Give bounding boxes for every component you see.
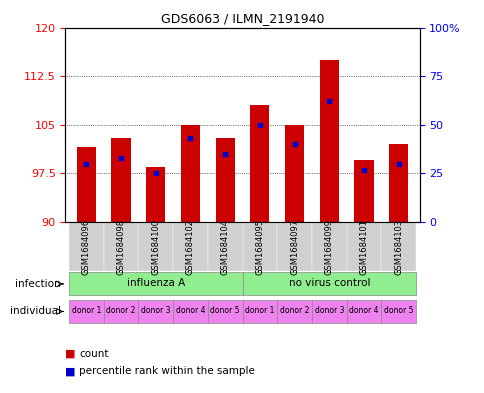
Text: GSM1684102: GSM1684102 [185, 219, 195, 275]
FancyBboxPatch shape [380, 300, 415, 323]
Text: GSM1684095: GSM1684095 [255, 219, 264, 275]
Text: GSM1684097: GSM1684097 [289, 219, 299, 275]
FancyBboxPatch shape [207, 300, 242, 323]
Text: GSM1684101: GSM1684101 [359, 219, 368, 275]
Text: GSM1684096: GSM1684096 [82, 222, 91, 278]
FancyBboxPatch shape [242, 300, 277, 323]
FancyBboxPatch shape [346, 222, 380, 271]
Text: GSM1684102: GSM1684102 [185, 222, 195, 278]
FancyBboxPatch shape [242, 272, 415, 296]
Bar [111, 138, 130, 222]
FancyBboxPatch shape [69, 222, 104, 271]
Text: percentile rank within the sample: percentile rank within the sample [79, 366, 255, 376]
Text: no virus control: no virus control [288, 278, 369, 288]
Text: GSM1684104: GSM1684104 [220, 222, 229, 278]
FancyBboxPatch shape [173, 300, 207, 323]
FancyBboxPatch shape [311, 222, 346, 271]
Text: donor 3: donor 3 [141, 307, 170, 316]
Text: GSM1684099: GSM1684099 [324, 222, 333, 278]
Bar [215, 138, 234, 222]
Text: GSM1684100: GSM1684100 [151, 222, 160, 278]
FancyBboxPatch shape [277, 300, 311, 323]
Text: GSM1684096: GSM1684096 [82, 219, 91, 275]
Text: count: count [79, 349, 108, 359]
Text: GSM1684100: GSM1684100 [151, 219, 160, 275]
Text: GSM1684097: GSM1684097 [289, 222, 299, 278]
Text: ■: ■ [65, 366, 76, 376]
Bar [354, 160, 373, 222]
Bar [388, 144, 408, 222]
FancyBboxPatch shape [104, 222, 138, 271]
Text: donor 2: donor 2 [106, 307, 136, 316]
Text: influenza A: influenza A [126, 278, 184, 288]
FancyBboxPatch shape [346, 300, 380, 323]
Text: ■: ■ [65, 349, 76, 359]
Text: donor 1: donor 1 [72, 307, 101, 316]
Bar [181, 125, 199, 222]
Text: GSM1684104: GSM1684104 [220, 219, 229, 275]
FancyBboxPatch shape [69, 300, 104, 323]
Bar [146, 167, 165, 222]
Bar [285, 125, 303, 222]
FancyBboxPatch shape [380, 222, 415, 271]
Text: donor 5: donor 5 [383, 307, 412, 316]
Text: individual: individual [10, 307, 60, 316]
FancyBboxPatch shape [138, 300, 173, 323]
Text: GSM1684103: GSM1684103 [393, 219, 402, 275]
Text: donor 1: donor 1 [245, 307, 274, 316]
Bar [250, 105, 269, 222]
Text: donor 5: donor 5 [210, 307, 240, 316]
Text: GSM1684098: GSM1684098 [116, 222, 125, 278]
Text: infection: infection [15, 279, 60, 289]
Text: GSM1684099: GSM1684099 [324, 219, 333, 275]
Bar [319, 60, 338, 222]
FancyBboxPatch shape [138, 222, 173, 271]
FancyBboxPatch shape [104, 300, 138, 323]
Text: GSM1684103: GSM1684103 [393, 222, 402, 278]
Bar [76, 147, 96, 222]
Title: GDS6063 / ILMN_2191940: GDS6063 / ILMN_2191940 [160, 12, 324, 25]
FancyBboxPatch shape [69, 272, 242, 296]
FancyBboxPatch shape [207, 222, 242, 271]
Text: donor 4: donor 4 [175, 307, 205, 316]
Text: GSM1684095: GSM1684095 [255, 222, 264, 278]
Text: donor 3: donor 3 [314, 307, 343, 316]
FancyBboxPatch shape [242, 222, 277, 271]
Text: donor 4: donor 4 [348, 307, 378, 316]
Text: GSM1684098: GSM1684098 [116, 219, 125, 275]
FancyBboxPatch shape [173, 222, 207, 271]
FancyBboxPatch shape [277, 222, 311, 271]
FancyBboxPatch shape [311, 300, 346, 323]
Text: donor 2: donor 2 [279, 307, 309, 316]
Text: GSM1684101: GSM1684101 [359, 222, 368, 278]
